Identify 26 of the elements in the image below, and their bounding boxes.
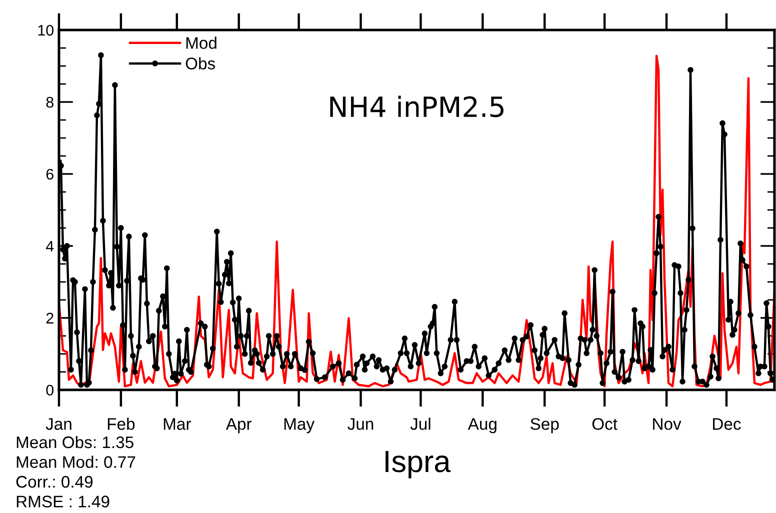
text: NH4 inPM2.5 bbox=[330, 96, 504, 118]
x-axis-title: Ispra bbox=[386, 450, 451, 478]
x-tick-label: Jun bbox=[348, 418, 374, 430]
y-tick-label: 8 bbox=[46, 96, 54, 108]
y-tick-label: 4 bbox=[46, 240, 54, 252]
y-tick-label: 10 bbox=[38, 24, 54, 36]
text: RMSE : 1.49 bbox=[16, 496, 110, 508]
x-tick-label: Jul bbox=[410, 418, 430, 430]
x-tick-label: Oct bbox=[592, 418, 618, 430]
x-tick-label: Sep bbox=[530, 418, 559, 434]
x-tick-label: Aug bbox=[468, 418, 496, 434]
x-tick-label: Nov bbox=[653, 418, 682, 430]
x-tick-label: May bbox=[284, 418, 315, 434]
legend-label: Mod bbox=[186, 36, 216, 49]
x-tick-label: Mar bbox=[164, 418, 191, 430]
text: Mean Obs: 1.35 bbox=[16, 436, 134, 448]
legend-label: Obs bbox=[186, 57, 215, 70]
x-tick-label: Feb bbox=[108, 418, 135, 430]
x-tick-label: Jan bbox=[46, 418, 72, 430]
x-tick-label: Dec bbox=[713, 418, 741, 430]
y-tick-label: 6 bbox=[46, 168, 54, 180]
y-tick-label: 2 bbox=[46, 312, 54, 324]
text: Corr.: 0.49 bbox=[16, 476, 93, 488]
text: Mean Mod: 0.77 bbox=[16, 456, 136, 468]
y-tick-label: 0 bbox=[46, 384, 54, 396]
x-tick-label: Apr bbox=[226, 418, 252, 434]
